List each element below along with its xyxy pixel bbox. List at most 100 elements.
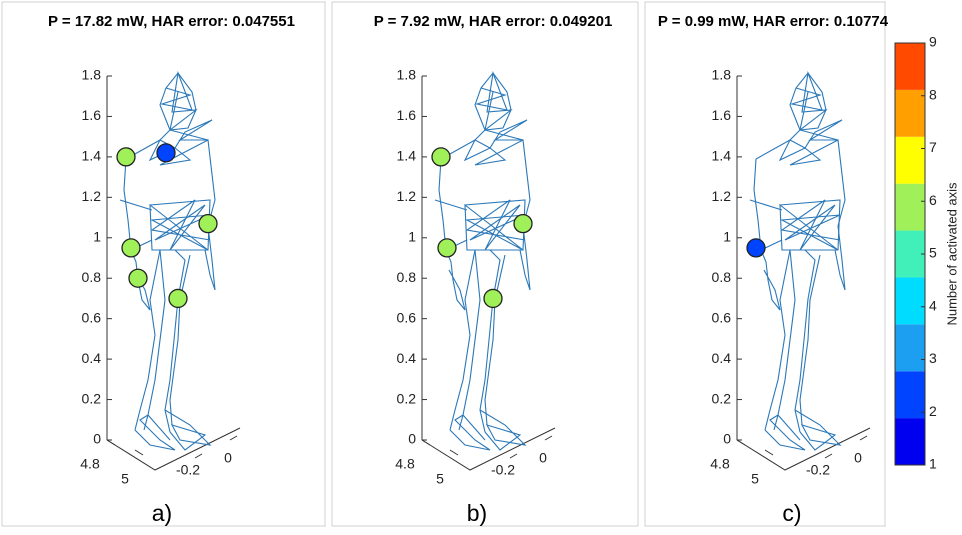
x-tick-label: 5 (751, 471, 759, 487)
skeleton (119, 72, 216, 451)
sensor (513, 213, 533, 234)
colorbar-tick-label: 8 (929, 86, 937, 102)
panel: P = 17.82 mW, HAR error: 0.047551 a) 0 0.2 0… (1, 1, 326, 527)
z-tick-label: 0.2 (397, 390, 417, 406)
colorbar-band (895, 136, 925, 184)
panel: P = 7.92 mW, HAR error: 0.049201 b) 0 0.2 0.… (331, 1, 639, 527)
x-tick (421, 439, 431, 446)
z-tick-label: 1.4 (82, 148, 102, 164)
sensor (431, 147, 451, 167)
z-tick-label: 1.8 (82, 67, 102, 83)
panel-label: b) (467, 500, 487, 526)
z-tick-label: 0 (408, 431, 416, 447)
colorbar-tick-label: 7 (929, 139, 937, 155)
panel-title: P = 17.82 mW, HAR error: 0.047551 (48, 13, 295, 30)
z-tick-label: 1.8 (397, 67, 417, 83)
z-tick-label: 0.4 (712, 350, 732, 366)
sensor (168, 288, 188, 309)
z-tick-label: 0 (723, 431, 731, 447)
x-tick (764, 449, 774, 456)
z-tick-label: 1.6 (82, 107, 102, 123)
y-tick (194, 453, 203, 459)
z-tick-label: 0.6 (397, 309, 417, 325)
z-tick-label: 0.2 (82, 390, 102, 406)
sensor (121, 238, 141, 258)
colorbar: Number of activated axis 1 2 3 4 5 6 7 8 9 (894, 34, 959, 472)
z-tick-label: 0.8 (712, 269, 732, 285)
x-tick (106, 439, 116, 446)
sensor (128, 268, 148, 288)
z-tick-label: 0.6 (712, 309, 732, 325)
colorbar-band (895, 230, 925, 278)
panel: P = 0.99 mW, HAR error: 0.10774 c) 0 0.2 0.4… (644, 1, 889, 527)
colorbar-band (895, 89, 925, 137)
y-tick (859, 435, 868, 441)
floor-axes (421, 427, 556, 471)
z-tick-label: 1.2 (82, 188, 102, 204)
x-tick (134, 449, 144, 456)
y-tick (509, 453, 518, 459)
sensor (437, 238, 457, 258)
colorbar-tick-label: 3 (929, 350, 937, 366)
panel-label: a) (152, 500, 172, 526)
y-tick-label: 0 (539, 450, 547, 466)
y-tick (229, 435, 238, 441)
panel-frame (1, 1, 326, 527)
sensor (156, 143, 176, 163)
y-tick-label: -0.2 (176, 462, 200, 478)
panel-frame (331, 1, 639, 527)
colorbar-band (895, 371, 925, 419)
floor-axes (106, 427, 241, 471)
z-tick-label: 1.4 (712, 148, 732, 164)
colorbar-band (895, 418, 925, 465)
panel-frame (644, 1, 886, 527)
x-tick-label: 5 (121, 471, 129, 487)
sensor (198, 213, 218, 234)
z-tick-label: 1.4 (397, 148, 417, 164)
colorbar-tick-label: 1 (929, 456, 937, 472)
z-tick-label: 1.6 (397, 107, 417, 123)
z-tick-label: 0.2 (712, 390, 732, 406)
sensor (746, 238, 766, 258)
sensor (116, 147, 136, 167)
x-tick (449, 449, 459, 456)
colorbar-band (895, 277, 925, 325)
z-tick-label: 1.2 (712, 188, 732, 204)
panel-title: P = 7.92 mW, HAR error: 0.049201 (374, 13, 613, 30)
floor-axes (736, 427, 871, 471)
sensor (483, 288, 503, 309)
z-tick-label: 1 (723, 228, 731, 244)
z-tick-label: 1 (93, 228, 101, 244)
colorbar-tick-label: 5 (929, 245, 937, 261)
panel-title: P = 0.99 mW, HAR error: 0.10774 (658, 13, 889, 30)
y-tick-label: -0.2 (491, 462, 515, 478)
colorbar-tick-label: 9 (929, 34, 937, 50)
x-tick-label: 4.8 (80, 456, 100, 472)
x-tick (736, 439, 746, 446)
z-tick-label: 0.8 (397, 269, 417, 285)
panel-label: c) (782, 500, 801, 526)
y-tick-label: 0 (854, 450, 862, 466)
panels: P = 17.82 mW, HAR error: 0.047551 a) 0 0.2 0… (1, 1, 889, 527)
x-tick-label: 5 (436, 471, 444, 487)
z-tick-label: 0.4 (397, 350, 417, 366)
skeleton (434, 72, 531, 451)
z-tick-label: 0 (93, 431, 101, 447)
y-tick-label: 0 (224, 450, 232, 466)
z-tick-label: 1.6 (712, 107, 732, 123)
colorbar-label: Number of activated axis (944, 182, 959, 326)
x-tick-label: 4.8 (710, 456, 730, 472)
y-tick-label: -0.2 (806, 462, 830, 478)
colorbar-tick-label: 6 (929, 192, 937, 208)
y-tick (544, 435, 553, 441)
colorbar-tick-label: 2 (929, 403, 937, 419)
z-tick-label: 1.8 (712, 67, 732, 83)
skeleton (749, 72, 846, 451)
colorbar-band (895, 324, 925, 372)
z-tick-label: 0.8 (82, 269, 102, 285)
colorbar-tick-label: 4 (929, 297, 937, 313)
x-tick-label: 4.8 (395, 456, 415, 472)
z-tick-label: 0.6 (82, 309, 102, 325)
colorbar-band (895, 183, 925, 231)
